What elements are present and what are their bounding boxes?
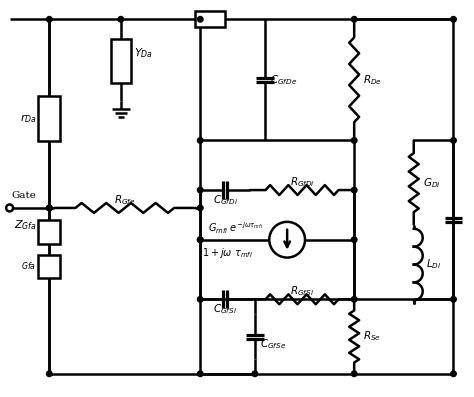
Text: $R_{GfSi}$: $R_{GfSi}$ [290, 284, 314, 298]
Circle shape [451, 17, 456, 22]
Circle shape [351, 138, 357, 143]
Circle shape [252, 371, 258, 376]
Circle shape [351, 17, 357, 22]
Circle shape [46, 205, 52, 211]
Text: $R_{Gfe}$: $R_{Gfe}$ [114, 193, 136, 207]
Text: Gate: Gate [11, 191, 36, 200]
Text: $Y_{Da}$: $Y_{Da}$ [134, 46, 153, 60]
Bar [38, 254, 60, 278]
Circle shape [451, 371, 456, 376]
Text: $R_{GfDi}$: $R_{GfDi}$ [290, 175, 315, 189]
Text: $Z_{Gfa}$: $Z_{Gfa}$ [14, 218, 36, 232]
Circle shape [351, 297, 357, 302]
Text: $L_{Di}$: $L_{Di}$ [426, 258, 441, 272]
Text: $G_{Di}$: $G_{Di}$ [423, 176, 440, 189]
Bar [38, 96, 60, 141]
Circle shape [451, 138, 456, 143]
Text: $r_{Da}$: $r_{Da}$ [19, 112, 36, 125]
Text: $C_{GfSi}$: $C_{GfSi}$ [213, 303, 237, 316]
Circle shape [198, 187, 203, 193]
Circle shape [351, 187, 357, 193]
Circle shape [198, 237, 203, 243]
Bar [111, 39, 131, 83]
Text: $1 + j\omega\ \tau_{mfi}$: $1 + j\omega\ \tau_{mfi}$ [202, 246, 253, 260]
Circle shape [118, 17, 124, 22]
Bar [38, 220, 60, 244]
Circle shape [198, 17, 203, 22]
Circle shape [269, 222, 305, 258]
Text: $_{Gfa}$: $_{Gfa}$ [21, 260, 36, 273]
Circle shape [198, 237, 203, 243]
Text: $R_{Se}$: $R_{Se}$ [363, 330, 381, 343]
Circle shape [198, 371, 203, 376]
Text: $C_{GfDi}$: $C_{GfDi}$ [212, 193, 237, 207]
Circle shape [451, 297, 456, 302]
Text: $C_{GfDe}$: $C_{GfDe}$ [270, 73, 297, 87]
Circle shape [198, 297, 203, 302]
Circle shape [46, 205, 52, 211]
Circle shape [351, 371, 357, 376]
Circle shape [46, 17, 52, 22]
Circle shape [198, 205, 203, 211]
Text: $G_{mfi}\ e^{-j\omega\tau_{mfi}}$: $G_{mfi}\ e^{-j\omega\tau_{mfi}}$ [208, 220, 264, 235]
Circle shape [198, 138, 203, 143]
Text: $C_{GfSe}$: $C_{GfSe}$ [260, 337, 286, 351]
Bar [195, 12, 225, 27]
Circle shape [351, 237, 357, 243]
Circle shape [46, 371, 52, 376]
Text: $R_{De}$: $R_{De}$ [363, 73, 382, 87]
Circle shape [6, 204, 13, 212]
